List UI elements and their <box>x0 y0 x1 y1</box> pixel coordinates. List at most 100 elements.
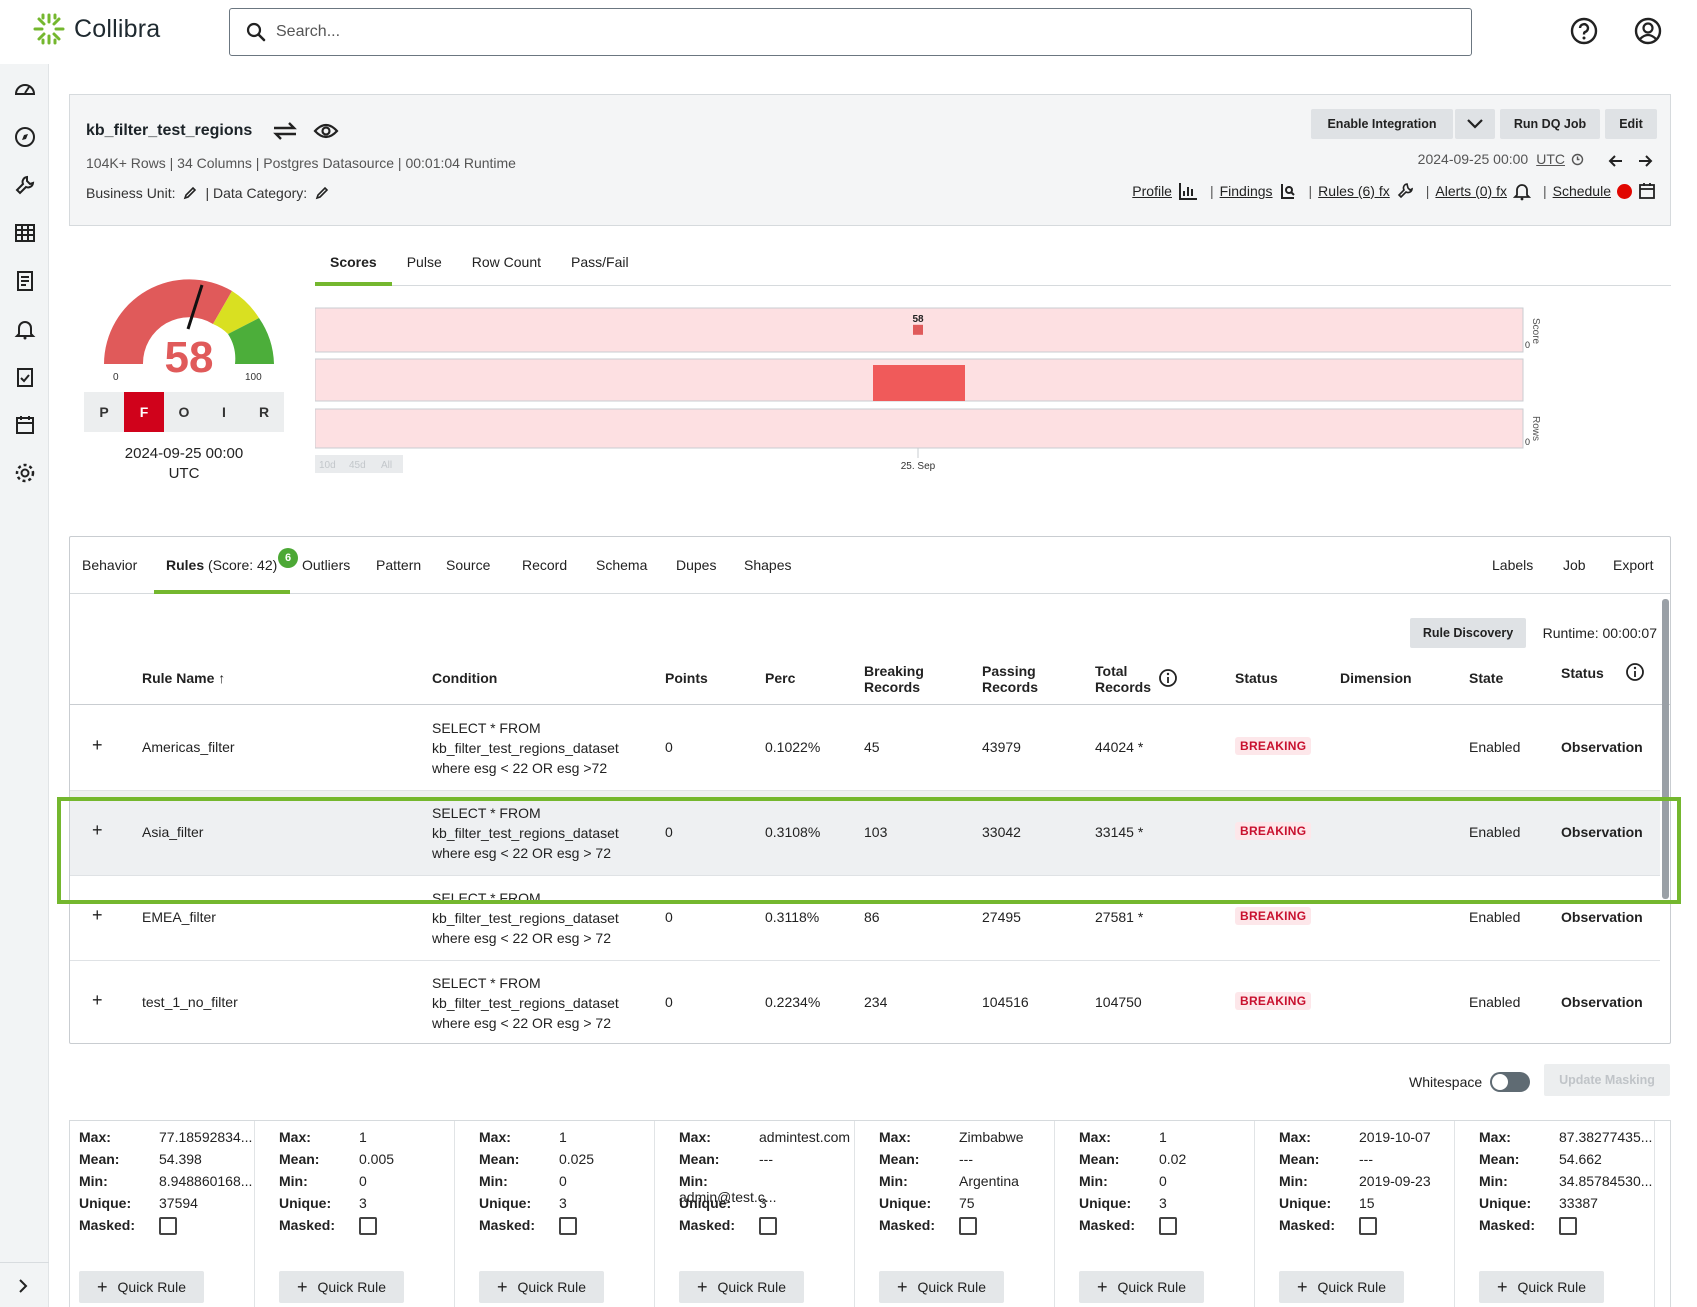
next-run-arrow-icon[interactable] <box>1637 153 1653 169</box>
col-passing-records[interactable]: Passing Records <box>982 663 1038 695</box>
rules-link[interactable]: Rules (6) fx <box>1318 183 1390 199</box>
pfoir-i-box[interactable]: I <box>222 404 226 420</box>
tab-scores[interactable]: Scores <box>315 244 392 286</box>
info-icon[interactable] <box>1158 668 1178 688</box>
masked-checkbox[interactable] <box>159 1217 177 1236</box>
rule-discovery-button[interactable]: Rule Discovery <box>1410 618 1526 648</box>
range-10d-button[interactable]: 10d <box>319 460 336 471</box>
masked-checkbox[interactable] <box>559 1217 577 1236</box>
range-all-button[interactable]: All <box>381 460 392 471</box>
eye-icon[interactable] <box>313 121 339 141</box>
tab-pulse[interactable]: Pulse <box>406 254 442 270</box>
tab-record[interactable]: Record <box>522 557 568 573</box>
tab-pattern[interactable]: Pattern <box>376 557 422 573</box>
rule-row[interactable]: + test_1_no_filter 0 0.2234% 234 104516 104750… <box>70 961 1660 1043</box>
table-grid-icon[interactable] <box>13 221 37 245</box>
previous-run-arrow-icon[interactable] <box>1608 153 1624 169</box>
update-masking-button[interactable]: Update Masking <box>1544 1064 1670 1096</box>
pfoir-o-box[interactable]: O <box>178 404 190 420</box>
col-breaking-records[interactable]: Breaking Records <box>864 663 924 695</box>
col-condition[interactable]: Condition <box>432 670 498 686</box>
run-dq-job-button[interactable]: Run DQ Job <box>1500 109 1600 139</box>
calendar-icon[interactable] <box>13 413 37 437</box>
tab-source[interactable]: Source <box>446 557 491 573</box>
edit-button[interactable]: Edit <box>1605 109 1657 139</box>
col-rule-name[interactable]: Rule Name ↑ <box>142 670 226 686</box>
col-state[interactable]: State <box>1469 670 1504 686</box>
tab-pass-fail[interactable]: Pass/Fail <box>571 254 629 270</box>
calendar-icon[interactable] <box>1638 182 1656 200</box>
masked-checkbox[interactable] <box>1159 1217 1177 1236</box>
search-box[interactable] <box>229 8 1472 56</box>
quick-rule-button[interactable]: + Quick Rule <box>1079 1271 1204 1303</box>
masked-checkbox[interactable] <box>359 1217 377 1236</box>
masked-checkbox[interactable] <box>1559 1217 1577 1236</box>
pfoir-r-box[interactable]: R <box>258 404 270 420</box>
expand-row-button[interactable]: + <box>92 820 103 840</box>
compass-icon[interactable] <box>13 125 37 149</box>
col-perc[interactable]: Perc <box>765 670 796 686</box>
expand-row-button[interactable]: + <box>92 990 103 1010</box>
table-scrollbar[interactable] <box>1662 599 1669 899</box>
tab-dupes[interactable]: Dupes <box>676 557 717 573</box>
selected-day-bar[interactable] <box>873 365 965 401</box>
rule-row[interactable]: + Asia_filter 0 0.3108% 103 33042 33145 * Enabl… <box>70 791 1660 876</box>
tab-rules[interactable]: Rules (Score: 42) <box>154 537 290 594</box>
quick-rule-button[interactable]: + Quick Rule <box>879 1271 1004 1303</box>
stat-min-row: Min: 34.85784530... <box>1479 1173 1652 1189</box>
score-point[interactable] <box>913 324 923 335</box>
col-dimension[interactable]: Dimension <box>1340 670 1412 686</box>
user-account-icon[interactable] <box>1633 16 1663 46</box>
profile-link[interactable]: Profile <box>1132 183 1172 199</box>
tab-behavior[interactable]: Behavior <box>82 557 138 573</box>
report-document-icon[interactable] <box>13 269 37 293</box>
quick-rule-button[interactable]: + Quick Rule <box>1279 1271 1404 1303</box>
tab-export[interactable]: Export <box>1613 557 1654 573</box>
rule-row[interactable]: + EMEA_filter 0 0.3118% 86 27495 27581 * Enable… <box>70 876 1660 961</box>
whitespace-toggle[interactable] <box>1490 1072 1531 1092</box>
masked-checkbox[interactable] <box>959 1217 977 1236</box>
tab-job[interactable]: Job <box>1563 557 1586 573</box>
clipboard-check-icon[interactable] <box>13 365 37 389</box>
pfoir-p-box[interactable]: P <box>99 404 109 420</box>
timezone-link[interactable]: UTC <box>1536 151 1565 167</box>
quick-rule-button[interactable]: + Quick Rule <box>279 1271 404 1303</box>
enable-integration-button[interactable]: Enable Integration <box>1311 109 1453 139</box>
alerts-link[interactable]: Alerts (0) fx <box>1435 183 1507 199</box>
settings-gear-icon[interactable] <box>13 461 37 485</box>
info-icon[interactable] <box>1625 662 1645 682</box>
schedule-link[interactable]: Schedule <box>1552 183 1611 199</box>
expand-row-button[interactable]: + <box>92 735 103 755</box>
masked-checkbox[interactable] <box>1359 1217 1377 1236</box>
search-input[interactable] <box>276 23 1376 41</box>
swap-arrows-icon[interactable] <box>271 119 299 143</box>
masked-checkbox[interactable] <box>759 1217 777 1236</box>
help-icon[interactable] <box>1569 16 1599 46</box>
tab-shapes[interactable]: Shapes <box>744 557 792 573</box>
col-points[interactable]: Points <box>665 670 708 686</box>
tab-schema[interactable]: Schema <box>596 557 648 573</box>
col-status[interactable]: Status <box>1235 670 1278 686</box>
tab-outliers[interactable]: Outliers <box>302 557 351 573</box>
collibra-logo[interactable]: Collibra <box>32 12 160 46</box>
tab-row-count[interactable]: Row Count <box>471 254 541 270</box>
edit-pencil-icon[interactable] <box>315 186 329 200</box>
wrench-icon[interactable] <box>13 173 37 197</box>
quick-rule-button[interactable]: + Quick Rule <box>479 1271 604 1303</box>
quick-rule-button[interactable]: + Quick Rule <box>79 1271 204 1303</box>
quick-rule-button[interactable]: + Quick Rule <box>1479 1271 1604 1303</box>
col-status-type[interactable]: Status <box>1561 665 1604 681</box>
integration-dropdown-button[interactable] <box>1455 109 1495 139</box>
dashboard-gauge-icon[interactable] <box>13 77 37 101</box>
sidebar-expand-button[interactable] <box>0 1262 49 1307</box>
range-45d-button[interactable]: 45d <box>349 460 366 471</box>
findings-link[interactable]: Findings <box>1219 183 1273 199</box>
tab-labels[interactable]: Labels <box>1492 557 1534 573</box>
pfoir-f-box[interactable]: F <box>124 392 164 432</box>
col-total-records[interactable]: Total Records <box>1095 663 1151 695</box>
rule-row[interactable]: + Americas_filter 0 0.1022% 45 43979 44024 * En… <box>70 706 1660 791</box>
quick-rule-button[interactable]: + Quick Rule <box>679 1271 804 1303</box>
expand-row-button[interactable]: + <box>92 905 103 925</box>
bell-icon[interactable] <box>13 317 37 341</box>
edit-pencil-icon[interactable] <box>183 186 197 200</box>
